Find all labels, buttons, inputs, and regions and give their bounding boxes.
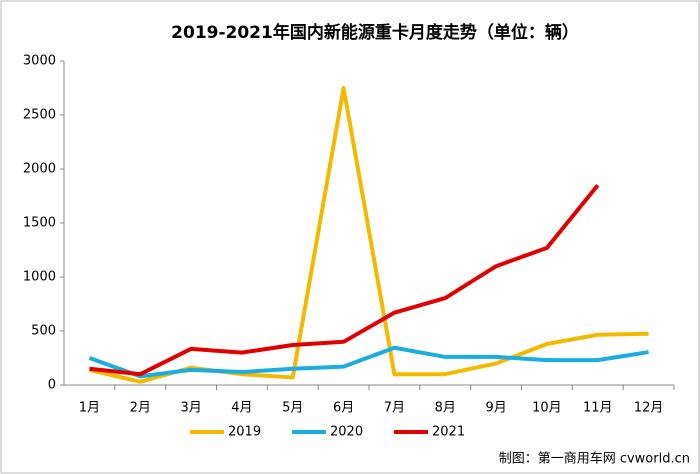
x-tick-label: 9月 bbox=[485, 401, 506, 416]
x-tick-label: 7月 bbox=[384, 401, 405, 416]
legend-label: 2019 bbox=[228, 425, 261, 440]
x-tick-label: 6月 bbox=[333, 401, 354, 416]
x-tick-label: 11月 bbox=[583, 401, 613, 416]
x-tick-label: 12月 bbox=[634, 401, 664, 416]
x-tick-label: 1月 bbox=[79, 401, 100, 416]
y-tick-label: 1000 bbox=[23, 270, 56, 285]
y-tick-label: 1500 bbox=[23, 216, 56, 231]
y-tick-label: 2500 bbox=[23, 108, 56, 123]
x-tick-label: 5月 bbox=[282, 401, 303, 416]
series-line bbox=[89, 183, 600, 377]
x-tick-label: 8月 bbox=[435, 401, 456, 416]
y-tick-label: 500 bbox=[31, 324, 56, 339]
legend-label: 2021 bbox=[432, 425, 465, 440]
y-tick-label: 0 bbox=[48, 378, 56, 393]
y-tick-label: 2000 bbox=[23, 162, 56, 177]
x-tick-label: 10月 bbox=[532, 401, 562, 416]
series-line bbox=[88, 345, 649, 379]
x-tick-label: 3月 bbox=[180, 401, 201, 416]
legend-label: 2020 bbox=[330, 425, 363, 440]
y-tick-label: 3000 bbox=[23, 54, 56, 69]
x-tick-label: 2月 bbox=[130, 401, 151, 416]
x-tick-label: 4月 bbox=[231, 401, 252, 416]
chart-title: 2019-2021年国内新能源重卡月度走势（单位：辆） bbox=[171, 22, 579, 43]
source-note: 制图：第一商用车网 cvworld.cn bbox=[499, 451, 690, 467]
